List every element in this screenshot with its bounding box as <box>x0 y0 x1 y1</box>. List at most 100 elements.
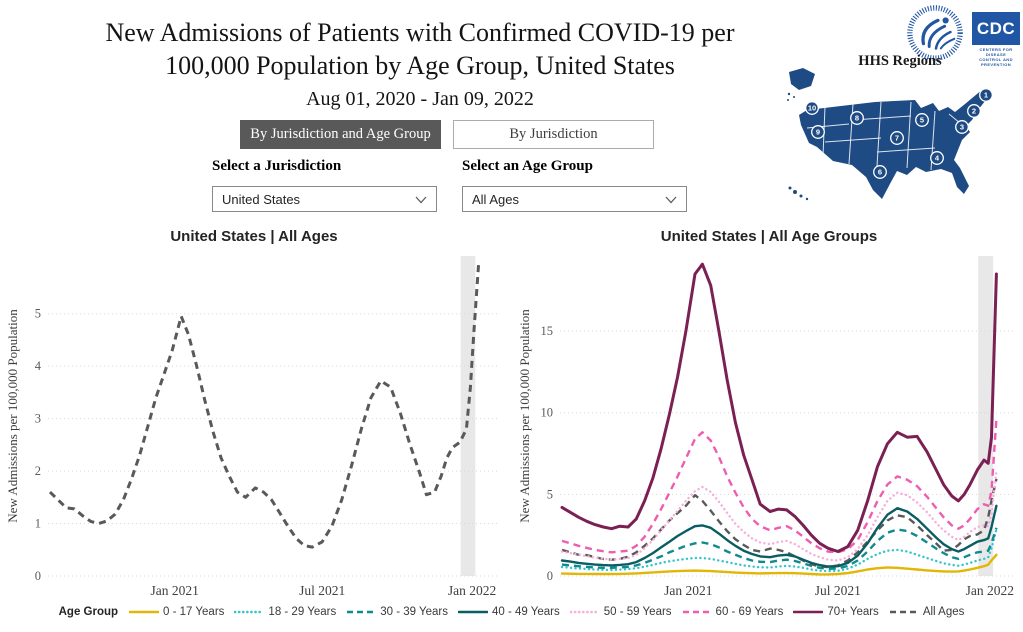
view-tabs: By Jurisdiction and Age Group By Jurisdi… <box>240 120 654 149</box>
tab-by-jurisdiction-and-age-group[interactable]: By Jurisdiction and Age Group <box>240 120 441 149</box>
jurisdiction-dropdown[interactable]: United States <box>212 186 437 212</box>
legend-swatch-icon <box>889 610 918 614</box>
legend-item-label: 0 - 17 Years <box>163 606 225 618</box>
y-tick-label: 0 <box>547 569 553 583</box>
y-tick-label: 10 <box>541 406 554 420</box>
us-map-island <box>793 190 797 194</box>
x-tick-label: Jan 2022 <box>448 583 496 598</box>
hhs-eagle-icon <box>921 18 956 50</box>
region-marker-2 <box>967 104 981 118</box>
y-axis-title: New Admissions per 100,000 Population <box>6 309 20 523</box>
state-border-line <box>876 147 936 153</box>
us-map-island <box>799 194 803 198</box>
us-map-island <box>787 92 791 96</box>
legend-item-label: 30 - 39 Years <box>380 606 448 618</box>
y-tick-label: 2 <box>35 464 41 478</box>
legend-swatch-icon <box>569 610 600 614</box>
legend-swatch-icon <box>129 610 160 614</box>
series-line-70+-years[interactable] <box>560 262 998 553</box>
all-age-groups-chart-canvas[interactable]: 0 5 10 15 Jan 2021 Jul 2021 Jan 2022 New Admiss… <box>517 250 1020 602</box>
y-tick-label: 1 <box>35 517 41 531</box>
us-map-island <box>787 99 789 101</box>
cdc-logo: CDC CENTERS FOR DISEASE CONTROL AND PREV… <box>972 12 1020 67</box>
age-group-value: All Ages <box>472 191 519 207</box>
region-marker-3 <box>955 120 969 134</box>
cdc-logo-text: CDC <box>972 12 1020 45</box>
region-number-label: 7 <box>895 134 899 143</box>
age-group-dropdown[interactable]: All Ages <box>462 186 687 212</box>
region-marker-5 <box>915 113 929 127</box>
y-axis-title: New Admissions per 100,000 Population <box>518 309 532 523</box>
jurisdiction-label: Select a Jurisdiction <box>212 158 342 174</box>
all-ages-chart-canvas[interactable]: 0 1 2 3 4 5 Jan 2021 Jul 2021 Jan 2022 New Admiss… <box>5 250 502 602</box>
region-number-label: 9 <box>816 128 820 137</box>
y-tick-label: 3 <box>35 412 41 426</box>
region-number-label: 8 <box>855 114 859 123</box>
region-marker-6 <box>873 165 887 179</box>
region-number-label: 6 <box>878 168 882 177</box>
x-tick-label: Jul 2021 <box>299 583 345 598</box>
legend-swatch-icon <box>793 610 824 614</box>
series-line-all-ages[interactable] <box>48 263 481 549</box>
us-map-island <box>788 186 792 190</box>
region-number-label: 10 <box>808 104 816 113</box>
legend-swatch-icon <box>347 610 376 614</box>
us-map-island <box>805 197 809 201</box>
series-line-18-29-years[interactable] <box>560 528 998 573</box>
legend-item-70+-years[interactable]: 70+ Years <box>793 606 879 618</box>
all-age-groups-chart-title: United States | All Age Groups <box>660 228 878 245</box>
series-line-30-39-years[interactable] <box>561 527 998 570</box>
region-number-label: 5 <box>920 116 924 125</box>
legend-swatch-icon <box>457 610 488 614</box>
region-marker-1 <box>979 88 993 102</box>
region-number-label: 4 <box>935 154 940 163</box>
legend-item-40-49-years[interactable]: 40 - 49 Years <box>457 606 560 618</box>
y-tick-label: 15 <box>541 324 554 338</box>
legend-swatch-icon <box>234 610 265 614</box>
series-line-all-ages[interactable] <box>561 478 998 569</box>
legend-item-60-69-years[interactable]: 60 - 69 Years <box>682 606 784 618</box>
region-number-label: 1 <box>984 91 988 100</box>
y-tick-label: 5 <box>35 307 41 321</box>
region-marker-9 <box>811 125 825 139</box>
page-title-line1: New Admissions of Patients with Confirme… <box>105 18 735 47</box>
legend-item-label: 18 - 29 Years <box>268 606 337 618</box>
series-line-60-69-years[interactable] <box>561 419 998 554</box>
x-tick-label: Jan 2022 <box>966 583 1014 598</box>
x-tick-label: Jan 2021 <box>664 583 712 598</box>
x-tick-label: Jul 2021 <box>815 583 861 598</box>
region-marker-8 <box>850 111 864 125</box>
tab-by-jurisdiction[interactable]: By Jurisdiction <box>453 120 654 149</box>
legend-item-all-ages[interactable]: All Ages <box>889 606 965 618</box>
legend-item-label: 60 - 69 Years <box>715 606 784 618</box>
age-group-label: Select an Age Group <box>462 158 593 174</box>
y-tick-label: 0 <box>35 569 41 583</box>
legend-item-0-17-years[interactable]: 0 - 17 Years <box>129 606 224 618</box>
region-number-label: 3 <box>960 123 964 132</box>
state-border-line <box>876 101 882 167</box>
series-line-50-59-years[interactable] <box>560 470 998 562</box>
us-map-island <box>793 96 795 98</box>
legend-item-label: 70+ Years <box>827 606 879 618</box>
legend-item-label: 40 - 49 Years <box>491 606 560 618</box>
all-age-groups-chart: United States | All Age Groups 0 5 10 15 Jan… <box>517 228 1020 607</box>
legend-item-50-59-years[interactable]: 50 - 59 Years <box>569 606 672 618</box>
page-title: New Admissions of Patients with Confirme… <box>40 16 800 82</box>
legend-item-label: 50 - 59 Years <box>603 606 672 618</box>
age-group-legend: Age Group 0 - 17 Years 18 - 29 Years 30 - … <box>0 606 1023 618</box>
series-line-40-49-years[interactable] <box>560 504 998 568</box>
all-ages-chart-title: United States | All Ages <box>170 228 338 245</box>
all-ages-chart: United States | All Ages 0 1 2 3 4 5 Jan 2021 J… <box>5 228 502 607</box>
us-map-alaska <box>789 68 815 90</box>
legend-item-label: All Ages <box>922 606 965 618</box>
legend-item-18-29-years[interactable]: 18 - 29 Years <box>234 606 336 618</box>
region-marker-4 <box>930 151 944 165</box>
chevron-down-icon <box>665 192 677 207</box>
legend-title: Age Group <box>58 606 119 618</box>
series-line-0-17-years[interactable] <box>560 553 998 576</box>
page-title-line2: 100,000 Population by Age Group, United … <box>165 51 675 80</box>
legend-item-30-39-years[interactable]: 30 - 39 Years <box>346 606 448 618</box>
hhs-regions-label: HHS Regions <box>858 53 942 69</box>
region-marker-7 <box>890 131 904 145</box>
